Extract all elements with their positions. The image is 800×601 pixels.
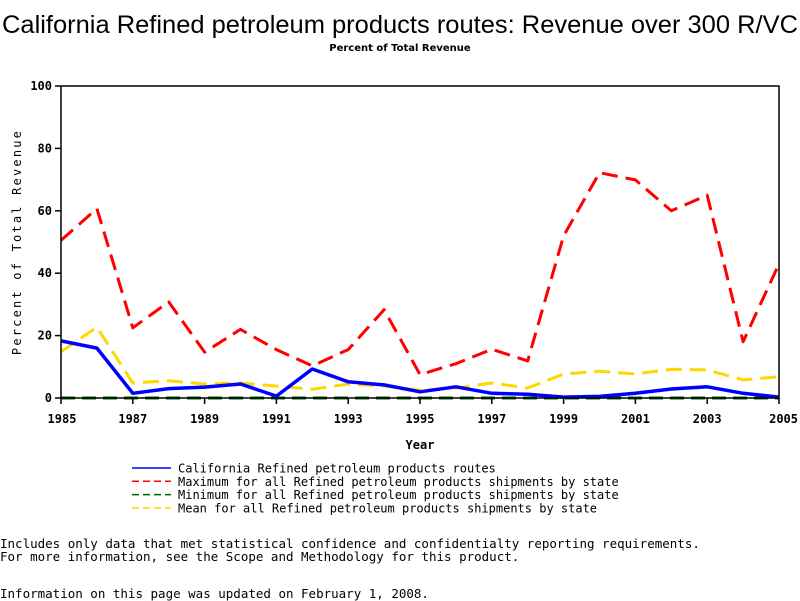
- chart-subtitle: Percent of Total Revenue: [329, 43, 471, 54]
- x-tick-label: 2003: [693, 412, 722, 426]
- series-line-1: [61, 173, 779, 375]
- legend-label: California Refined petroleum products ro…: [178, 462, 496, 476]
- y-tick-label: 20: [38, 329, 52, 343]
- x-tick-label: 1991: [262, 412, 291, 426]
- axes: [61, 86, 779, 398]
- x-tick-label: 2005: [769, 412, 798, 426]
- y-tick-label: 80: [38, 141, 52, 155]
- chart-title: California Refined petroleum products ro…: [2, 11, 798, 39]
- footnote-methodology: For more information, see the Scope and …: [0, 550, 519, 564]
- x-tick-label: 1987: [118, 412, 147, 426]
- y-tick-label: 60: [38, 204, 52, 218]
- legend-label: Mean for all Refined petroleum products …: [178, 501, 597, 515]
- x-axis-label: Year: [406, 438, 435, 452]
- x-tick-label: 1997: [477, 412, 506, 426]
- x-tick-label: 1993: [334, 412, 363, 426]
- x-tick-label: 1985: [48, 412, 77, 426]
- x-axis-ticks: 1985 1987 1989 1991 1993 1995 1997 1999 2001 2003…: [48, 398, 798, 426]
- y-axis-ticks: 0 20 40 60 80 100: [30, 79, 61, 405]
- x-tick-label: 1999: [549, 412, 578, 426]
- y-axis-label: Percent of Total Revenue: [10, 129, 24, 355]
- y-tick-label: 100: [30, 79, 52, 93]
- series-layer: [61, 173, 779, 398]
- legend-label: Minimum for all Refined petroleum produc…: [178, 488, 619, 502]
- footnote-updated: Information on this page was updated on …: [0, 587, 429, 601]
- legend: California Refined petroleum products ro…: [132, 462, 619, 516]
- plot-frame: [61, 86, 779, 398]
- x-tick-label: 2001: [621, 412, 650, 426]
- x-tick-label: 1989: [190, 412, 219, 426]
- y-tick-label: 0: [45, 391, 52, 405]
- x-tick-label: 1995: [406, 412, 435, 426]
- y-tick-label: 40: [38, 266, 52, 280]
- legend-label: Maximum for all Refined petroleum produc…: [178, 475, 619, 489]
